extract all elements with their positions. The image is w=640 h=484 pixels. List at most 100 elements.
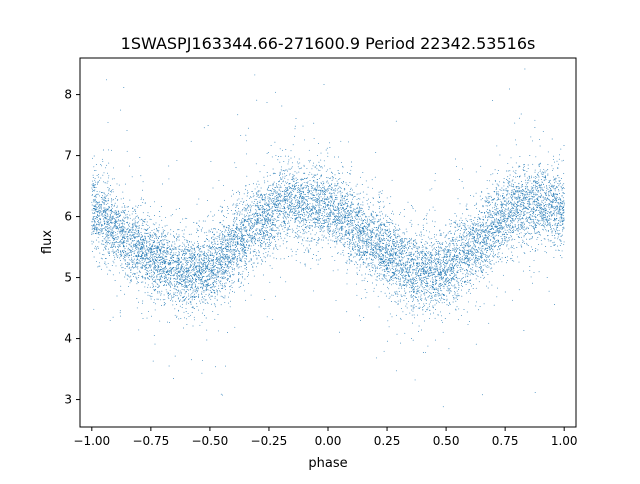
data-point [194, 299, 195, 301]
data-point [238, 243, 239, 245]
data-point [431, 297, 433, 299]
data-point [129, 282, 131, 284]
data-point [193, 244, 195, 246]
data-point [334, 174, 336, 176]
data-point [94, 189, 96, 191]
data-point [340, 209, 342, 210]
data-point [244, 234, 246, 236]
data-point [312, 192, 314, 194]
data-point [212, 255, 214, 256]
data-point [468, 257, 470, 259]
data-point [152, 360, 154, 362]
data-point [307, 195, 309, 197]
data-point [98, 208, 100, 209]
data-point [169, 267, 171, 269]
data-point [436, 266, 438, 267]
data-point [225, 285, 226, 287]
data-point [411, 314, 413, 316]
data-point [417, 267, 419, 269]
data-point [486, 260, 488, 262]
data-point [346, 172, 348, 174]
data-point [268, 244, 270, 246]
data-point [337, 224, 338, 226]
data-point [247, 247, 249, 249]
data-point [510, 211, 512, 212]
data-point [111, 243, 113, 245]
data-point [128, 243, 130, 245]
data-point [277, 159, 279, 161]
data-point [430, 254, 432, 256]
data-point [396, 237, 398, 239]
data-point [559, 204, 561, 206]
data-point [300, 187, 302, 189]
data-point [228, 236, 230, 238]
data-point [316, 197, 318, 199]
data-point [303, 165, 305, 167]
data-point [439, 242, 441, 244]
data-point [273, 218, 275, 220]
data-point [329, 218, 331, 220]
data-point [113, 234, 115, 236]
data-point [466, 219, 468, 221]
data-point [501, 238, 503, 239]
data-point [176, 315, 178, 317]
data-point [491, 260, 493, 261]
data-point [416, 292, 418, 294]
data-point [311, 214, 312, 216]
data-point [248, 206, 250, 208]
data-point [514, 218, 516, 220]
data-point [531, 208, 533, 210]
data-point [111, 231, 113, 233]
data-point [338, 220, 340, 222]
data-point [408, 245, 410, 247]
data-point [337, 170, 339, 171]
data-point [506, 225, 508, 227]
data-point [324, 207, 326, 208]
data-point [290, 208, 292, 210]
data-point [311, 185, 313, 187]
data-point [278, 184, 280, 186]
data-point [426, 299, 427, 301]
data-point [264, 194, 266, 196]
data-point [197, 241, 198, 242]
data-point [444, 237, 446, 239]
data-point [228, 302, 230, 304]
data-point [534, 229, 536, 231]
data-point [247, 192, 249, 194]
data-point [563, 207, 565, 209]
data-point [538, 200, 540, 202]
data-point [427, 286, 429, 288]
data-point [311, 258, 313, 259]
data-point [413, 277, 415, 279]
data-point [392, 248, 394, 250]
data-point [341, 191, 343, 193]
data-point [401, 238, 403, 240]
data-point [227, 249, 229, 251]
data-point [191, 299, 193, 301]
data-point [419, 252, 421, 254]
data-point [558, 202, 560, 204]
data-point [389, 267, 391, 269]
data-point [380, 259, 382, 261]
data-point [404, 238, 406, 239]
data-point [143, 247, 145, 249]
data-point [172, 248, 174, 250]
data-point [245, 266, 247, 268]
data-point [347, 269, 348, 271]
data-point [102, 201, 103, 203]
data-point [243, 214, 245, 216]
data-point [240, 134, 242, 136]
data-point [380, 224, 381, 226]
data-point [97, 214, 98, 215]
data-point [169, 252, 171, 254]
data-point [554, 222, 556, 224]
data-point [170, 263, 172, 265]
data-point [174, 260, 175, 262]
data-point [147, 215, 149, 217]
data-point [122, 219, 123, 221]
data-point [371, 179, 373, 181]
data-point [160, 255, 162, 257]
data-point [304, 265, 306, 267]
data-point [483, 242, 485, 244]
data-point [386, 242, 387, 244]
